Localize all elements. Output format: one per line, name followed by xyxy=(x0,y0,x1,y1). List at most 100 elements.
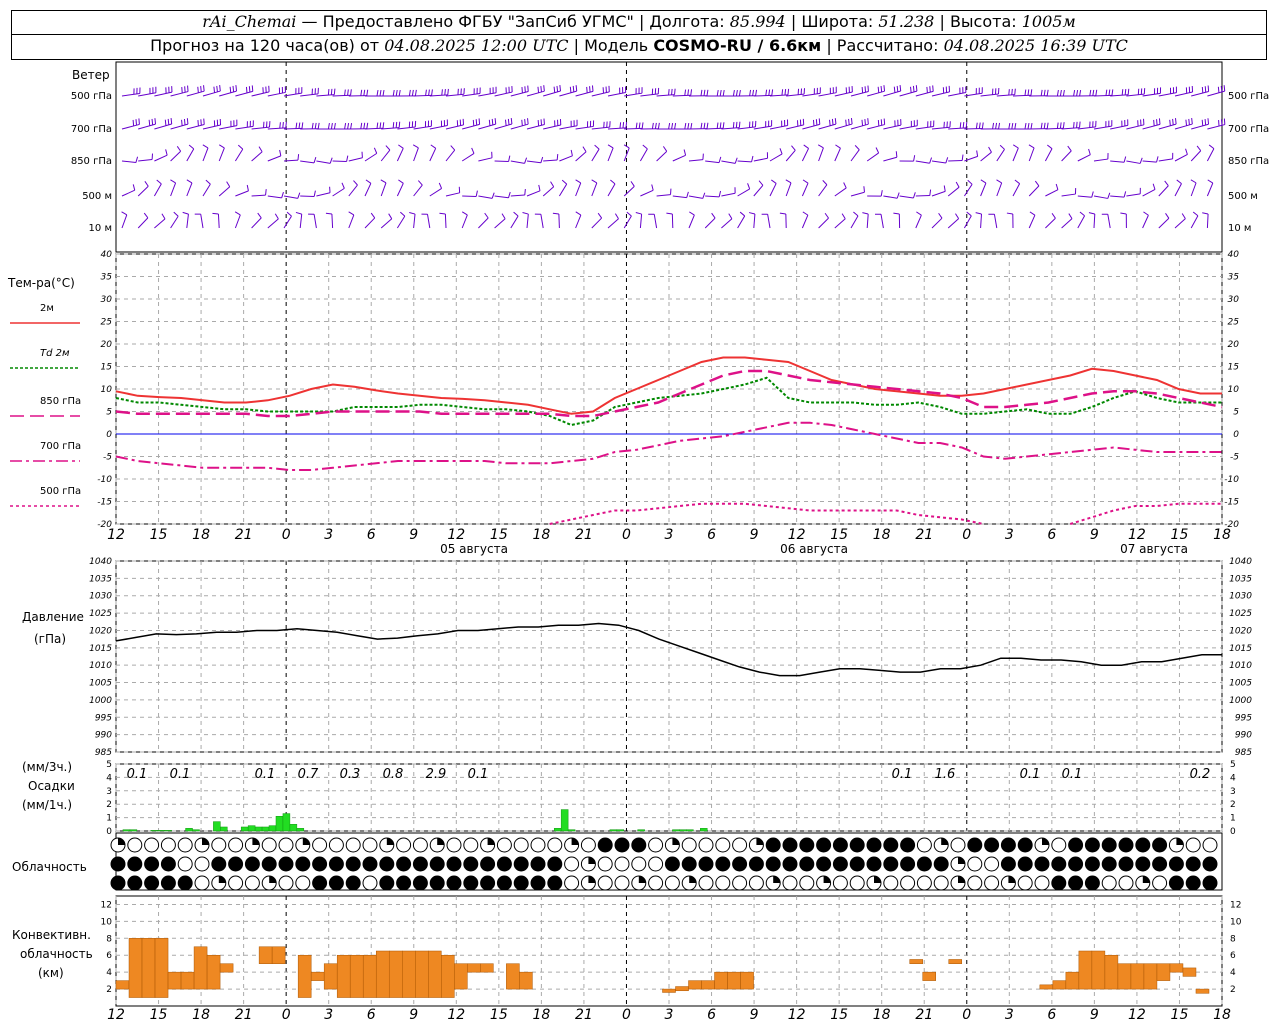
wind-barb-feather xyxy=(619,122,622,129)
time-tick-label: 0 xyxy=(622,1007,631,1023)
wind-barb xyxy=(526,190,541,197)
precip-bar xyxy=(637,829,645,832)
cloud-cover-circle xyxy=(1135,856,1151,872)
wind-barb-feather xyxy=(575,211,582,216)
cloud-cover-circle xyxy=(228,875,244,891)
prec-tick-right: 3 xyxy=(1230,787,1236,797)
cloud-cover-quarter xyxy=(588,876,596,883)
wind-barb-feather xyxy=(718,156,722,163)
wind-barb xyxy=(348,157,363,162)
wind-barb-feather xyxy=(818,118,821,125)
wind-barb xyxy=(510,160,525,164)
wind-barb-feather xyxy=(1165,213,1170,219)
forecast-from: 04.08.2025 12:00 UTC xyxy=(384,36,569,55)
wind-barb-feather xyxy=(787,88,790,95)
conv-cloud-bar xyxy=(1195,988,1210,994)
wind-barb xyxy=(559,155,573,162)
wind-barb xyxy=(721,192,736,197)
wind-barb xyxy=(834,187,847,197)
time-tick-label: 12 xyxy=(1128,1007,1146,1023)
wind-barb-feather xyxy=(955,181,960,188)
cloud-cover-circle xyxy=(1051,875,1067,891)
conv-tick-left: 6 xyxy=(106,951,112,961)
wind-barb-feather xyxy=(186,179,193,184)
wind-barb-feather xyxy=(295,211,302,215)
cloud-cover-circle xyxy=(278,856,294,872)
temp-tick-right: 25 xyxy=(1228,318,1240,328)
date-label: 07 августа xyxy=(1120,542,1188,556)
time-tick-label: 3 xyxy=(665,1007,674,1023)
wind-barb-feather xyxy=(439,212,446,215)
time-tick-label: 6 xyxy=(367,527,376,543)
wind-barb xyxy=(672,195,687,199)
temp-tick-left: -10 xyxy=(97,475,112,485)
wind-barb xyxy=(834,147,841,162)
time-tick-label: 12 xyxy=(1128,527,1146,543)
pres-tick-left: 1025 xyxy=(89,609,112,619)
pres-tick-right: 1020 xyxy=(1229,626,1252,636)
cloud-cover-quarter xyxy=(773,876,781,883)
cloud-cover-circle xyxy=(933,875,949,891)
prec-tick-left: 1 xyxy=(106,814,112,824)
temp-tick-right: -20 xyxy=(1224,520,1239,530)
wind-barb-feather xyxy=(373,147,378,154)
wind-barb xyxy=(1158,217,1170,229)
wind-barb xyxy=(996,94,1015,97)
wind-barb-feather xyxy=(995,122,998,129)
conv-cloud-bar xyxy=(388,950,403,998)
wind-barb xyxy=(656,150,668,162)
wind-barb xyxy=(1206,213,1209,229)
wind-barb-feather xyxy=(347,122,350,130)
cloud-cover-circle xyxy=(698,856,714,872)
wind-barb xyxy=(850,215,859,229)
wind-barb-feather xyxy=(1088,148,1091,155)
wind-barb-feather xyxy=(625,121,628,128)
cloud-cover-circle xyxy=(715,856,731,872)
wind-barb-feather xyxy=(880,85,883,93)
precip-bar xyxy=(700,828,708,832)
time-tick-label: 3 xyxy=(665,527,674,543)
provider: Предоставлено ФГБУ "ЗапСиб УГМС" xyxy=(322,12,634,31)
wind-barb xyxy=(510,123,529,130)
cloud-cover-circle xyxy=(631,856,647,872)
wind-barb-feather xyxy=(344,89,346,96)
wind-barb-feather xyxy=(732,89,735,97)
wind-barb xyxy=(348,184,358,197)
precip-3h-unit: (мм/3ч.) xyxy=(22,760,73,774)
cloud-cover-circle xyxy=(832,875,848,891)
wind-barb xyxy=(1158,185,1169,197)
pres-tick-left: 990 xyxy=(95,731,112,741)
cloud-cover-circle xyxy=(328,856,344,872)
wind-barb xyxy=(996,149,1005,162)
wind-barb-feather xyxy=(274,213,279,220)
wind-barb xyxy=(591,148,600,162)
wind-barb xyxy=(462,195,477,198)
wind-barb xyxy=(445,192,460,197)
cloud-cover-circle xyxy=(984,837,1000,853)
station-name: rAi_Chemai xyxy=(202,12,297,31)
wind-barb-feather xyxy=(1181,213,1186,219)
cloud-cover-circle xyxy=(1068,856,1084,872)
wind-barb xyxy=(980,182,987,197)
wind-barb-feather xyxy=(475,190,478,197)
cloud-cover-quarter xyxy=(941,838,949,845)
wind-barb-feather xyxy=(1220,85,1223,93)
cloud-cover-circle xyxy=(1000,837,1016,853)
wind-barb xyxy=(767,214,771,229)
wind-barb xyxy=(121,160,136,164)
wind-barb-feather xyxy=(333,88,336,95)
wind-barb xyxy=(251,194,266,197)
wind-barb-feather xyxy=(671,88,673,95)
wind-barb-feather xyxy=(156,179,162,185)
cloud-cover-circle xyxy=(799,837,815,853)
wind-barb-feather xyxy=(353,180,358,186)
cloud-cover-circle xyxy=(547,837,563,853)
temp-series-line xyxy=(115,421,1222,471)
wind-barb xyxy=(931,190,946,197)
cloud-cover-circle xyxy=(295,856,311,872)
wind-barb-feather xyxy=(392,122,395,129)
calc-value: 04.08.2025 16:39 UTC xyxy=(943,36,1128,55)
wind-barb-feather xyxy=(706,89,709,96)
cloud-cover-circle xyxy=(530,875,546,891)
